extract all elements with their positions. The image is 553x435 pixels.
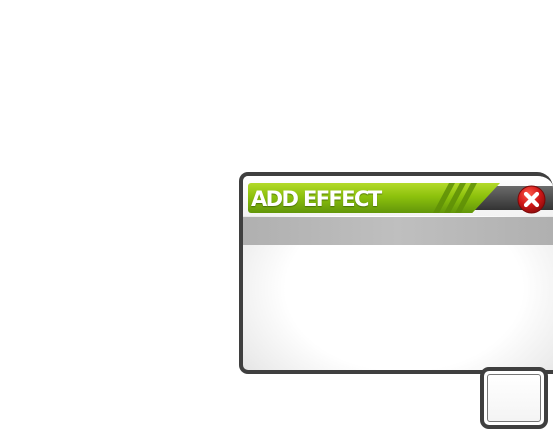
corner-square-button[interactable] bbox=[480, 367, 548, 429]
dialog-content-area bbox=[243, 245, 553, 370]
dialog-subheader-bar bbox=[243, 217, 553, 245]
dialog-title: ADD EFFECT bbox=[251, 187, 382, 211]
close-button[interactable] bbox=[517, 185, 546, 214]
corner-button-face bbox=[487, 374, 541, 422]
dialog-title-bar[interactable]: ADD EFFECT bbox=[243, 176, 553, 216]
close-x-icon bbox=[517, 185, 546, 214]
add-effect-dialog: ADD EFFECT bbox=[239, 172, 553, 374]
